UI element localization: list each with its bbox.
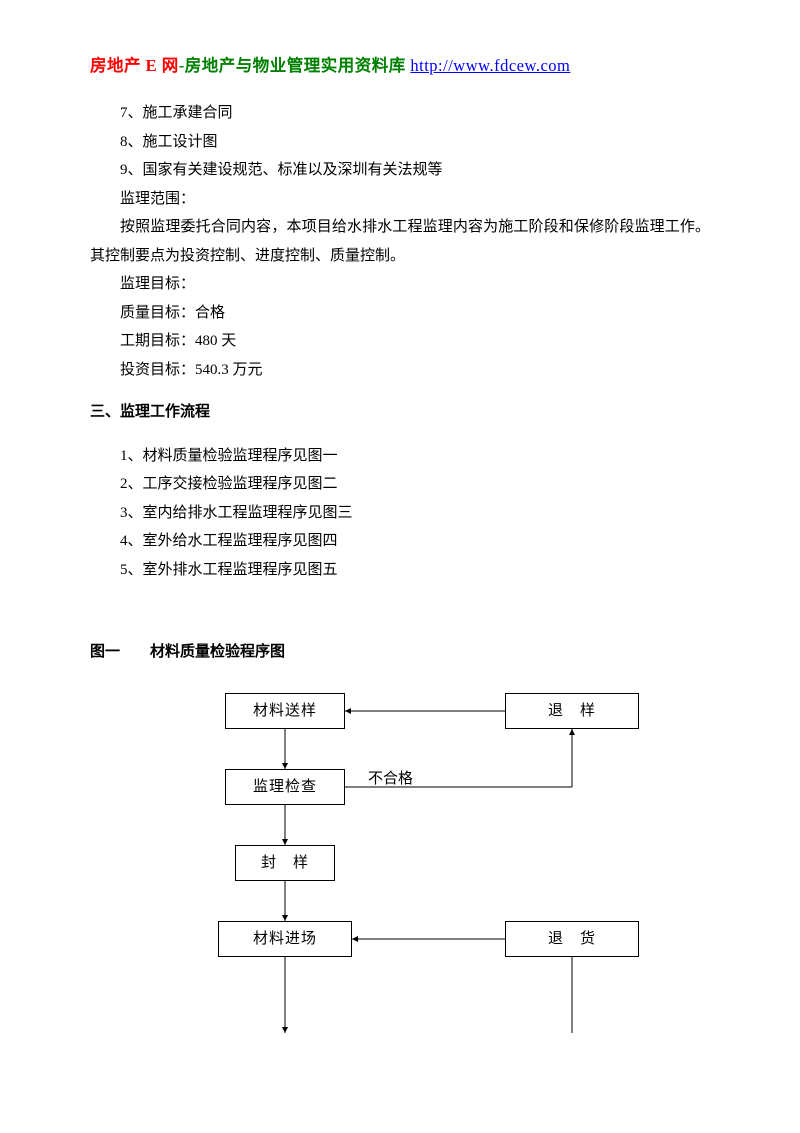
list-item: 1、材料质量检验监理程序见图一 (90, 442, 710, 471)
scope-text: 按照监理委托合同内容，本项目给水排水工程监理内容为施工阶段和保修阶段监理工作。其… (90, 213, 710, 270)
flow-node: 监理检查 (225, 769, 345, 805)
flow-node: 退 货 (505, 921, 639, 957)
flow-node: 封 样 (235, 845, 335, 881)
flow-node: 退 样 (505, 693, 639, 729)
figure-caption: 材料质量检验程序图 (150, 644, 285, 660)
flowchart: 材料送样 监理检查 封 样 材料进场 退 样 退 货 不合格 (130, 693, 710, 1093)
target-label: 监理目标： (90, 270, 710, 299)
document-page: 房地产 E 网-房地产与物业管理实用资料库 http://www.fdcew.c… (0, 0, 800, 1133)
scope-label: 监理范围： (90, 185, 710, 214)
flow-node: 材料进场 (218, 921, 352, 957)
target-item: 质量目标：合格 (90, 299, 710, 328)
list-item: 4、室外给水工程监理程序见图四 (90, 527, 710, 556)
header-subtitle: 房地产与物业管理实用资料库 (185, 56, 411, 75)
list-item: 5、室外排水工程监理程序见图五 (90, 556, 710, 585)
list-item: 7、施工承建合同 (90, 99, 710, 128)
section-heading: 三、监理工作流程 (90, 398, 710, 427)
header-url[interactable]: http://www.fdcew.com (410, 56, 570, 75)
figure-title: 图一 材料质量检验程序图 (90, 638, 710, 667)
target-item: 投资目标：540.3 万元 (90, 356, 710, 385)
flowchart-svg (130, 693, 690, 1093)
header-brand: 房地产 E 网 (90, 56, 179, 75)
list-item: 3、室内给排水工程监理程序见图三 (90, 499, 710, 528)
flow-edge-label: 不合格 (368, 765, 413, 794)
target-item: 工期目标：480 天 (90, 327, 710, 356)
list-item: 9、国家有关建设规范、标准以及深圳有关法规等 (90, 156, 710, 185)
flow-node: 材料送样 (225, 693, 345, 729)
page-header: 房地产 E 网-房地产与物业管理实用资料库 http://www.fdcew.c… (90, 50, 710, 81)
list-item: 2、工序交接检验监理程序见图二 (90, 470, 710, 499)
figure-number: 图一 (90, 644, 120, 660)
list-item: 8、施工设计图 (90, 128, 710, 157)
